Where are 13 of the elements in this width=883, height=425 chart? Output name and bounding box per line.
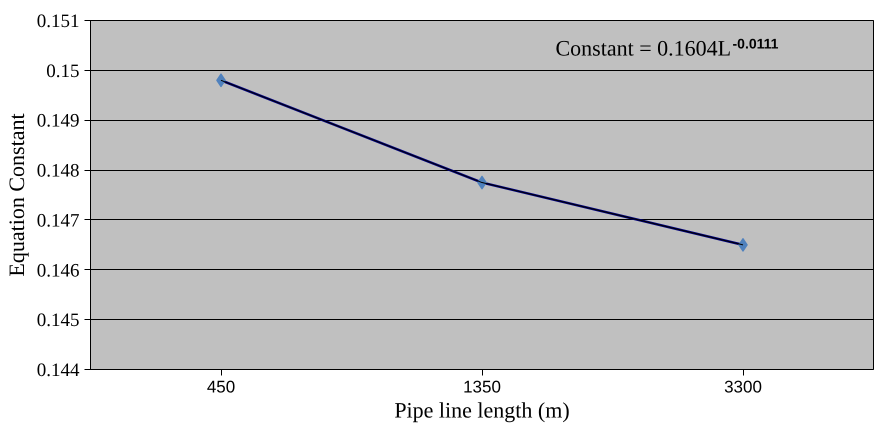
y-tick-label: 0.151 (36, 11, 80, 32)
y-tick-label: 0.147 (36, 210, 80, 232)
y-tick-label: 0.146 (36, 260, 80, 282)
y-axis-title: Equation Constant (4, 113, 29, 277)
x-axis-title: Pipe line length (m) (394, 398, 570, 422)
y-tick-label: 0.145 (36, 310, 80, 332)
y-tick-label: 0.148 (36, 160, 80, 182)
x-tick-label: 1350 (463, 378, 501, 396)
y-tick-label: 0.144 (36, 360, 80, 381)
x-tick-label: 450 (206, 378, 236, 396)
x-tick-label: 3300 (724, 378, 762, 396)
y-tick-label: 0.15 (46, 60, 80, 82)
y-tick-label: 0.149 (36, 110, 80, 132)
